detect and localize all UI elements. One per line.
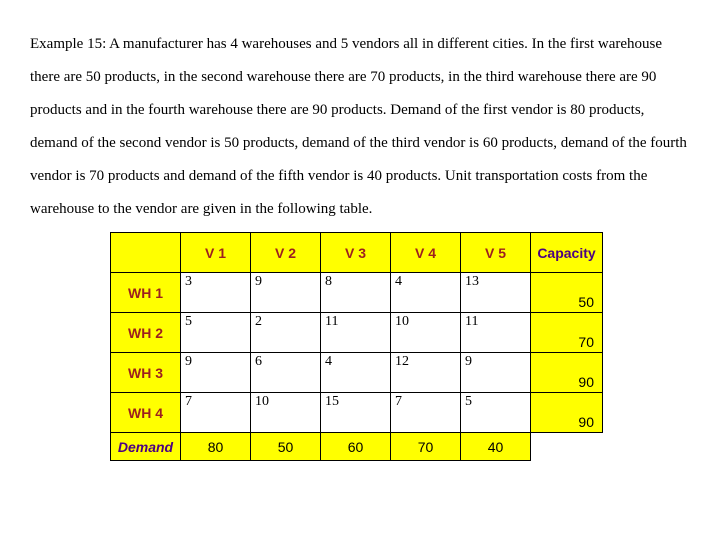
cost-value: 2: [255, 314, 262, 330]
col-capacity: Capacity: [531, 233, 603, 273]
cost-value: 5: [465, 394, 472, 410]
cost-cell: 2: [251, 313, 321, 353]
table-row: WH 4 7 10 15 7 5 90: [111, 393, 603, 433]
header-row: V 1 V 2 V 3 V 4 V 5 Capacity: [111, 233, 603, 273]
cost-value: 4: [395, 274, 402, 290]
cost-value: 7: [395, 394, 402, 410]
cost-cell: 10: [251, 393, 321, 433]
demand-label: Demand: [111, 433, 181, 461]
demand-cell: 70: [391, 433, 461, 461]
row-label-wh4: WH 4: [111, 393, 181, 433]
cost-cell: 5: [181, 313, 251, 353]
demand-cell: 80: [181, 433, 251, 461]
cost-value: 8: [325, 274, 332, 290]
row-label-wh3: WH 3: [111, 353, 181, 393]
corner-blank: [111, 233, 181, 273]
cost-cell: 4: [321, 353, 391, 393]
cost-cell: 7: [391, 393, 461, 433]
cost-value: 9: [465, 354, 472, 370]
cost-value: 4: [325, 354, 332, 370]
cost-cell: 5: [461, 393, 531, 433]
cost-value: 9: [255, 274, 262, 290]
row-label-wh1: WH 1: [111, 273, 181, 313]
cost-value: 3: [185, 274, 192, 290]
cost-cell: 9: [181, 353, 251, 393]
cost-value: 13: [465, 274, 479, 290]
col-v1: V 1: [181, 233, 251, 273]
demand-blank: [531, 433, 603, 461]
cost-value: 9: [185, 354, 192, 370]
row-label-wh2: WH 2: [111, 313, 181, 353]
capacity-cell: 50: [531, 273, 603, 313]
cost-value: 5: [185, 314, 192, 330]
cost-cell: 8: [321, 273, 391, 313]
table-row: WH 1 3 9 8 4 13 50: [111, 273, 603, 313]
cost-value: 15: [325, 394, 339, 410]
cost-value: 6: [255, 354, 262, 370]
cost-value: 7: [185, 394, 192, 410]
demand-cell: 40: [461, 433, 531, 461]
capacity-cell: 70: [531, 313, 603, 353]
cost-value: 12: [395, 354, 409, 370]
problem-statement: Example 15: A manufacturer has 4 warehou…: [30, 28, 690, 226]
table-row: WH 2 5 2 11 10 11 70: [111, 313, 603, 353]
capacity-cell: 90: [531, 393, 603, 433]
capacity-cell: 90: [531, 353, 603, 393]
cost-cell: 9: [461, 353, 531, 393]
col-v2: V 2: [251, 233, 321, 273]
cost-cell: 11: [461, 313, 531, 353]
transportation-cost-table: V 1 V 2 V 3 V 4 V 5 Capacity WH 1 3 9 8 …: [110, 232, 603, 461]
cost-value: 10: [395, 314, 409, 330]
cost-table-wrap: V 1 V 2 V 3 V 4 V 5 Capacity WH 1 3 9 8 …: [110, 232, 690, 461]
col-v3: V 3: [321, 233, 391, 273]
cost-cell: 15: [321, 393, 391, 433]
col-v4: V 4: [391, 233, 461, 273]
demand-cell: 50: [251, 433, 321, 461]
cost-value: 10: [255, 394, 269, 410]
cost-cell: 11: [321, 313, 391, 353]
cost-cell: 9: [251, 273, 321, 313]
cost-cell: 4: [391, 273, 461, 313]
cost-value: 11: [325, 314, 338, 330]
cost-cell: 7: [181, 393, 251, 433]
cost-value: 11: [465, 314, 478, 330]
cost-cell: 12: [391, 353, 461, 393]
col-v5: V 5: [461, 233, 531, 273]
cost-cell: 3: [181, 273, 251, 313]
demand-row: Demand 80 50 60 70 40: [111, 433, 603, 461]
cost-cell: 13: [461, 273, 531, 313]
cost-cell: 6: [251, 353, 321, 393]
table-row: WH 3 9 6 4 12 9 90: [111, 353, 603, 393]
cost-cell: 10: [391, 313, 461, 353]
demand-cell: 60: [321, 433, 391, 461]
